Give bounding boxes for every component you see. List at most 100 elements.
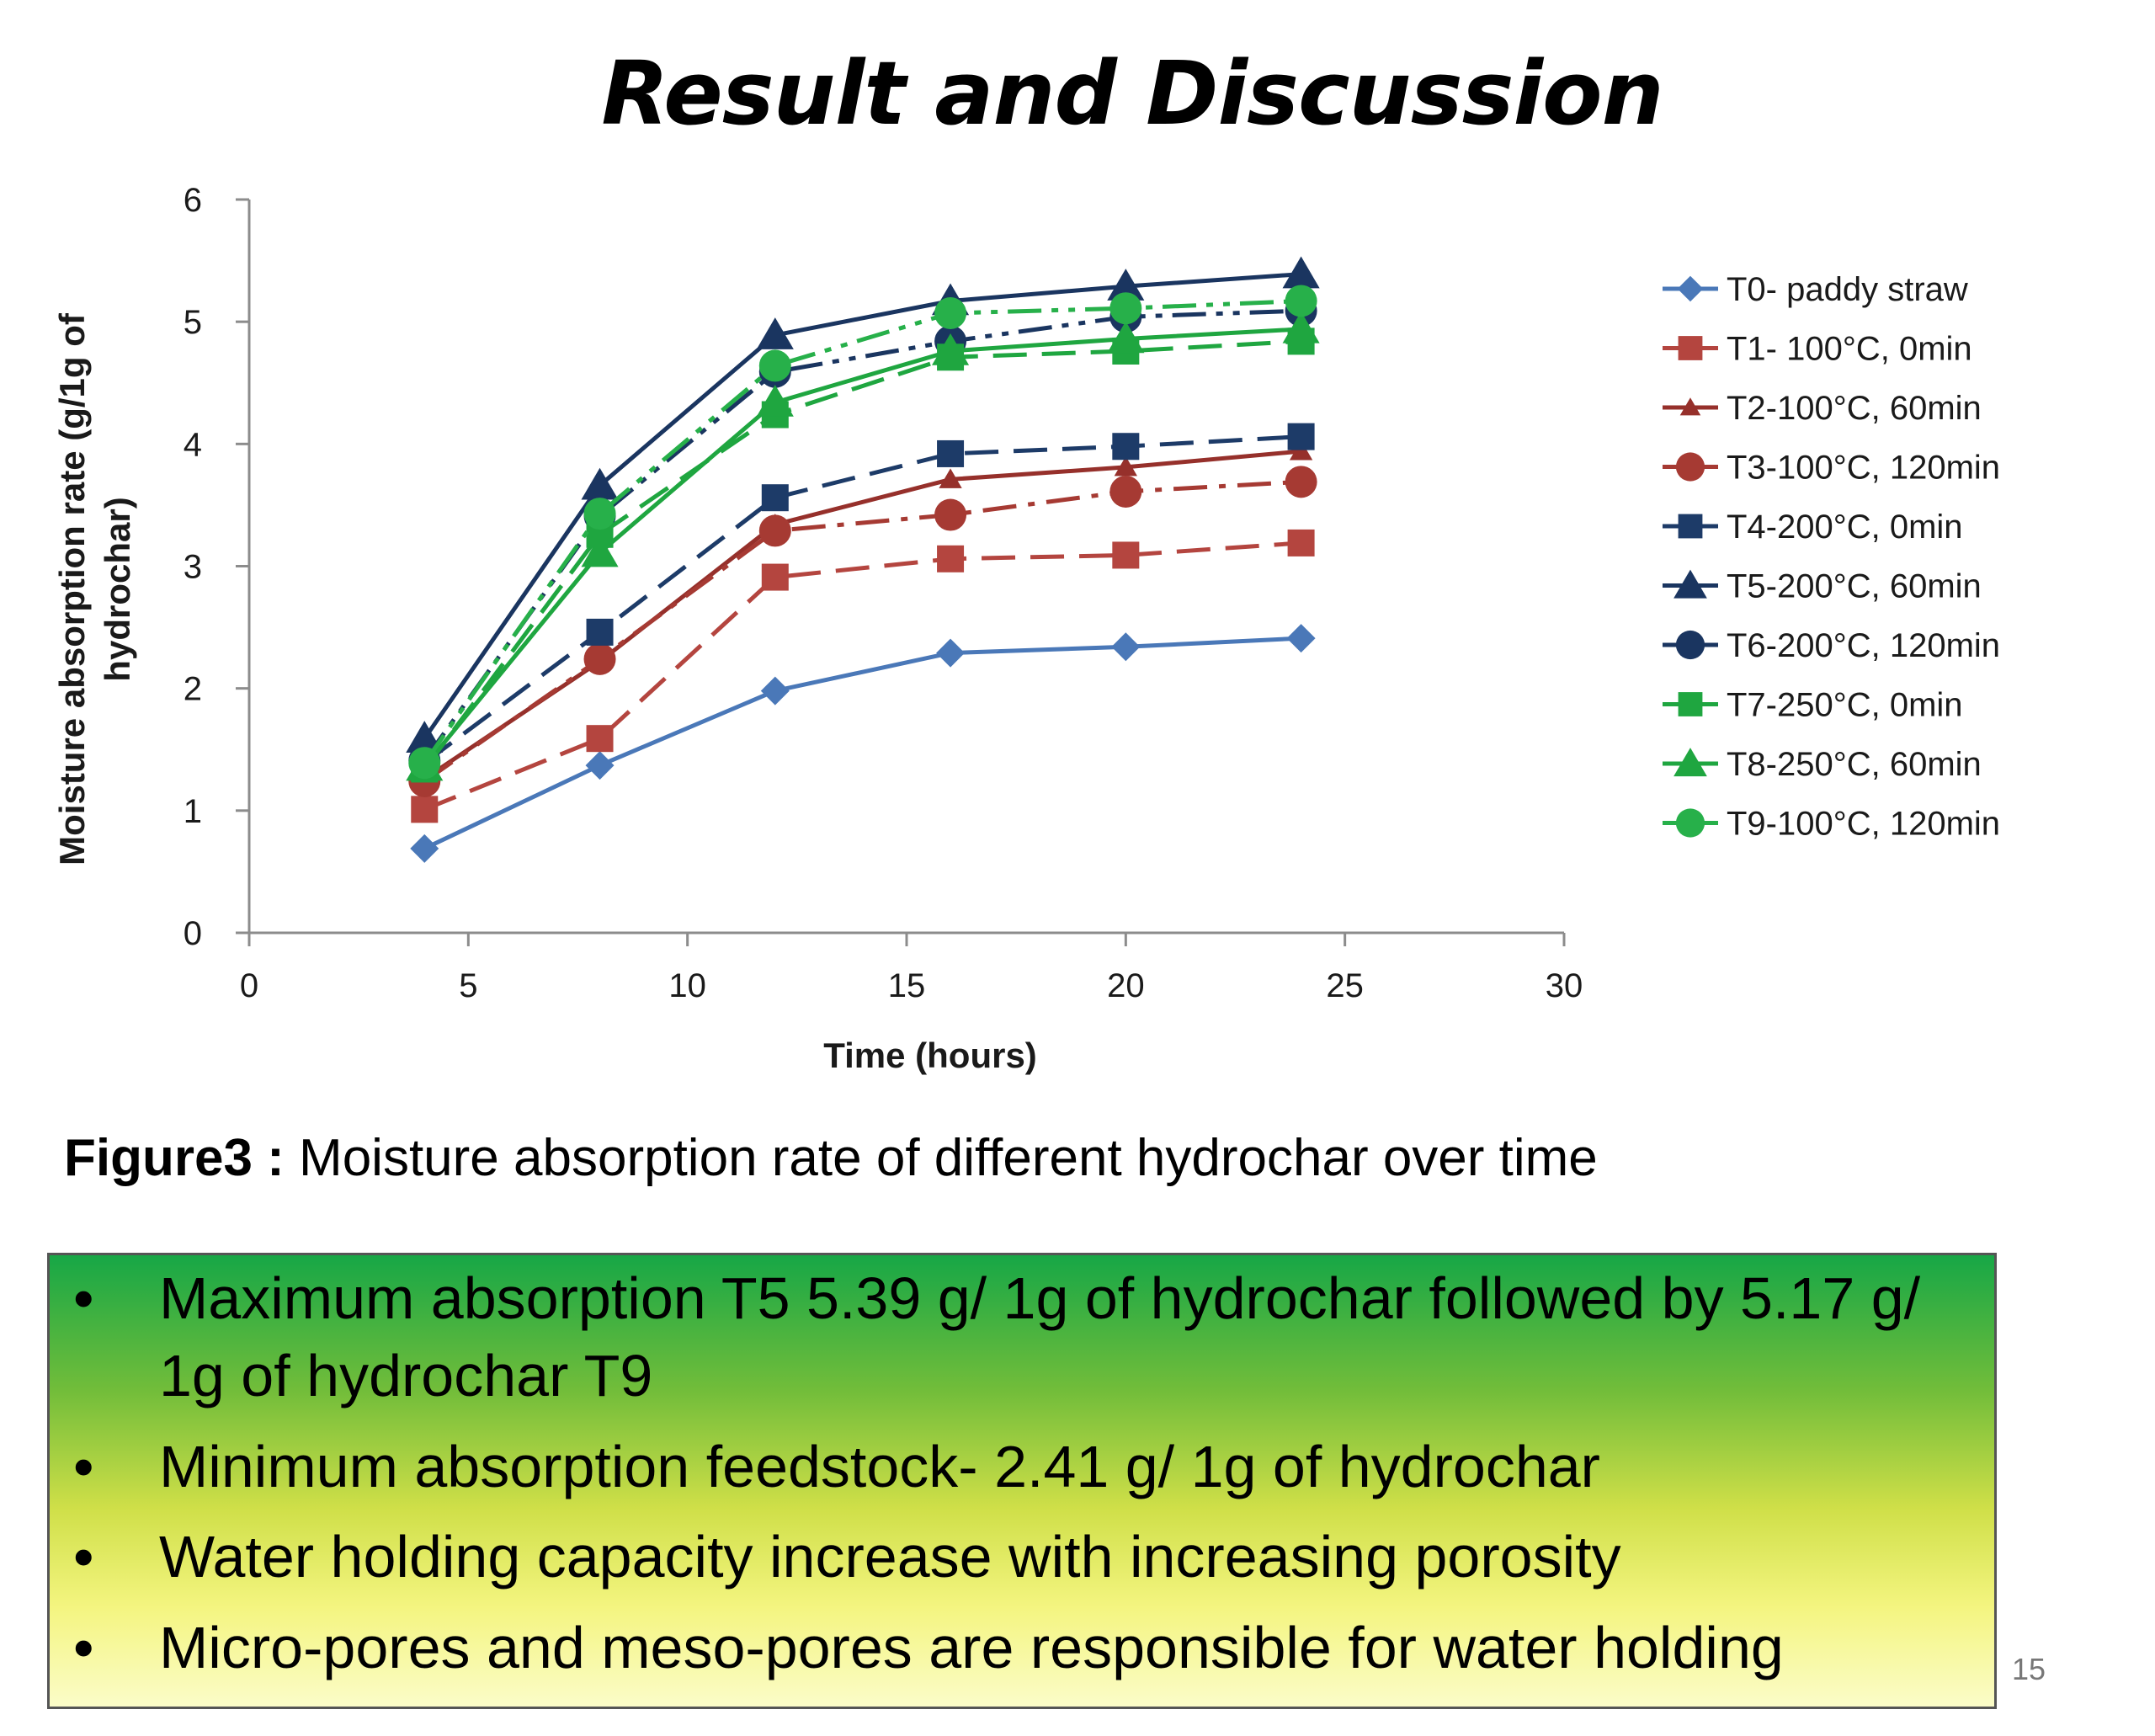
data-point-triangle: [939, 468, 962, 488]
legend-item: T6-200°C, 120min: [1663, 627, 2000, 664]
key-findings-box: • Maximum absorption T5 5.39 g/ 1g of hy…: [47, 1253, 1997, 1709]
data-point-square: [1678, 514, 1703, 539]
series-line-group: [406, 256, 1320, 753]
legend-label: T9-100°C, 120min: [1727, 806, 2000, 843]
data-point-diamond: [1286, 624, 1316, 653]
legend-label: T8-250°C, 60min: [1727, 746, 1982, 783]
data-point-square: [761, 484, 789, 512]
series-line-group: [411, 423, 1315, 777]
data-point-circle: [583, 642, 616, 675]
legend-item: T9-100°C, 120min: [1663, 806, 2000, 843]
data-point-triangle: [1679, 397, 1701, 416]
chart-legend: T0- paddy straw T1- 100°C, 0min T2-100°C, …: [1663, 271, 2000, 843]
data-point-diamond: [936, 638, 966, 668]
series-line: [423, 479, 1301, 784]
legend-item: T2-100°C, 60min: [1663, 390, 1982, 427]
y-tick-label: 4: [184, 426, 202, 463]
legend-item: T4-200°C, 0min: [1663, 509, 1963, 546]
data-point-square: [1678, 692, 1703, 716]
data-point-triangle: [932, 333, 970, 365]
data-point-circle: [1109, 292, 1142, 325]
data-point-diamond: [410, 833, 439, 863]
series-line: [423, 434, 1301, 765]
data-point-square: [937, 545, 965, 572]
finding-item: • Maximum absorption T5 5.39 g/ 1g of hy…: [50, 1259, 1944, 1414]
finding-item: • Minimum absorption feedstock- 2.41 g/ …: [50, 1428, 1944, 1505]
data-point-circle: [1675, 630, 1705, 660]
series-line: [423, 338, 1301, 770]
series-line: [423, 636, 1301, 851]
data-point-triangle: [1673, 748, 1707, 777]
legend-item: T5-200°C, 60min: [1663, 568, 1982, 605]
data-point-circle: [758, 349, 791, 382]
legend-item: T1- 100°C, 0min: [1663, 331, 1972, 368]
data-point-circle: [934, 498, 967, 531]
finding-text: Minimum absorption feedstock- 2.41 g/ 1g…: [159, 1434, 1600, 1499]
y-axis-title: Moisture absorption rate (g/1g of hydroch…: [52, 312, 137, 865]
finding-item: • Micro-pores and meso-pores are respons…: [50, 1609, 1944, 1686]
data-point-triangle: [581, 467, 619, 500]
data-point-diamond: [1677, 275, 1704, 302]
data-point-circle: [408, 747, 441, 780]
finding-text: Maximum absorption T5 5.39 g/ 1g of hydr…: [159, 1265, 1921, 1409]
moisture-absorption-chart: 0 1 2 3 4 5 6 0 5 10 15 20 25 30 Time (hours) Moisture …: [52, 182, 2000, 1075]
data-point-diamond: [585, 751, 615, 780]
y-tick-label: 3: [184, 549, 202, 586]
data-point-triangle: [756, 317, 794, 349]
data-point-circle: [1675, 808, 1705, 838]
data-point-circle: [1675, 452, 1705, 482]
bullet-icon: •: [73, 1615, 94, 1680]
x-tick-label: 15: [888, 967, 926, 1004]
x-tick-label: 20: [1107, 967, 1145, 1004]
data-point-triangle: [1282, 256, 1320, 289]
legend-item: T0- paddy straw: [1663, 271, 1968, 308]
x-tick-label: 30: [1546, 967, 1583, 1004]
finding-text: Micro-pores and meso-pores are responsib…: [159, 1615, 1784, 1680]
data-point-square: [761, 563, 789, 591]
data-point-triangle: [1114, 455, 1137, 477]
data-point-square: [1112, 433, 1140, 461]
legend-label: T2-100°C, 60min: [1727, 390, 1982, 427]
legend-label: T0- paddy straw: [1727, 271, 1968, 308]
data-point-square: [1678, 336, 1703, 360]
data-point-square: [586, 618, 614, 646]
data-point-square: [1287, 423, 1315, 450]
x-tick-label: 10: [668, 967, 706, 1004]
y-tick-label: 1: [184, 793, 202, 830]
data-point-triangle: [1289, 440, 1313, 461]
data-point-square: [937, 439, 965, 467]
y-axis-title-line: Moisture absorption rate (g/1g of: [52, 312, 92, 865]
data-point-circle: [1285, 466, 1317, 498]
figure-caption: Figure3 : Moisture absorption rate of di…: [64, 1128, 1598, 1188]
y-axis-title-line: hydrochar): [98, 497, 137, 681]
x-tick-label: 0: [240, 967, 258, 1004]
y-tick-label: 0: [184, 915, 202, 952]
bullet-icon: •: [73, 1265, 94, 1331]
series-line: [423, 449, 1301, 781]
data-point-circle: [583, 498, 616, 530]
figure-caption-text: Moisture absorption rate of different hy…: [299, 1129, 1598, 1187]
data-point-diamond: [1111, 632, 1141, 662]
page-number: 15: [2012, 1652, 2046, 1686]
data-point-circle: [934, 297, 967, 330]
series-line-group: [411, 327, 1315, 783]
finding-item: • Water holding capacity increase with i…: [50, 1518, 1944, 1595]
series-line: [423, 299, 1301, 764]
data-point-triangle: [1673, 569, 1707, 599]
slide-title: Result and Discussion: [601, 42, 1663, 145]
legend-label: T4-200°C, 0min: [1727, 509, 1963, 546]
series-line-group: [408, 285, 1317, 780]
finding-text: Water holding capacity increase with inc…: [159, 1524, 1621, 1590]
data-point-square: [1112, 541, 1140, 569]
legend-label: T3-100°C, 120min: [1727, 450, 2000, 487]
series-line-group: [408, 295, 1317, 777]
chart-axes: 0 1 2 3 4 5 6 0 5 10 15 20 25 30 Time (hours) Moisture …: [52, 182, 1583, 1075]
bullet-icon: •: [73, 1524, 94, 1590]
legend-label: T7-250°C, 0min: [1727, 687, 1963, 724]
data-point-triangle: [1107, 321, 1145, 354]
series-line-group: [406, 311, 1320, 781]
x-tick-label: 5: [459, 967, 477, 1004]
data-point-triangle: [1282, 311, 1320, 343]
series-line-group: [410, 624, 1316, 863]
legend-label: T5-200°C, 60min: [1727, 568, 1982, 605]
